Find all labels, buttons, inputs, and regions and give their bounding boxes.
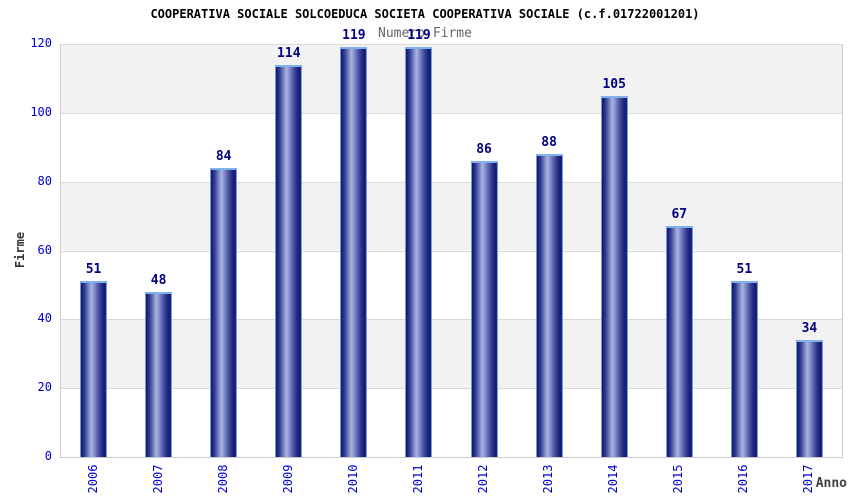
bar-value-label: 119 [407,28,431,44]
plot-band [61,250,842,320]
plot-band [61,112,842,182]
bar-value-label: 48 [150,272,167,288]
bar-2015 [665,226,693,457]
y-tick-label: 0 [44,449,52,463]
bar-2017 [795,339,823,457]
x-tick-label: 2008 [215,464,230,494]
bar-value-label: 88 [541,135,557,151]
bar-2014 [600,95,628,457]
plot-area: 51 48 84 114 119 119 86 88 105 67 51 34 [60,28,843,458]
bar-value-label: 114 [277,45,301,61]
x-axis-label: Anno [815,476,847,491]
x-tick-label: 2012 [476,464,491,494]
y-tick-label: 80 [37,173,52,188]
x-tick-label: 2009 [280,464,295,494]
bar-2011 [405,47,433,457]
plot-band [61,388,842,457]
bar-value-label: 84 [215,148,232,164]
y-tick-label: 100 [30,104,52,119]
x-tick-label: 2017 [801,464,816,494]
y-tick-label: 120 [30,36,52,50]
y-tick-label: 20 [37,380,52,395]
bar-value-label: 86 [476,142,492,158]
bar-2008 [210,167,238,457]
plot-band [61,319,842,389]
y-tick-label: 40 [37,311,52,326]
x-tick-label: 2013 [541,464,556,494]
bar-2006 [80,281,108,457]
x-tick-label: 2007 [150,464,165,494]
y-tick-label: 60 [37,242,52,257]
chart-title: COOPERATIVA SOCIALE SOLCOEDUCA SOCIETA C… [150,7,700,21]
bar-value-label: 51 [85,262,102,278]
bar-2013 [535,154,563,457]
x-tick-label: 2014 [606,464,621,494]
bar-value-label: 119 [342,28,366,44]
bar-2016 [730,281,758,457]
chart-subtitle: Numero Firme [378,26,472,41]
x-tick-label: 2015 [671,464,686,494]
bar-2007 [145,291,173,457]
x-tick-label: 2006 [85,464,100,494]
x-tick-label: 2010 [345,464,360,494]
bar-2010 [340,47,368,457]
plot-band [61,44,842,113]
bar-2012 [470,161,498,457]
bar-value-label: 34 [801,320,818,336]
bar-value-label: 105 [602,76,626,92]
x-tick-label: 2016 [736,464,751,494]
bar-value-label: 51 [736,262,753,278]
bar-value-label: 67 [671,207,688,223]
x-tick-label: 2011 [410,464,425,494]
bar-2009 [275,64,303,457]
plot-band [61,181,842,251]
